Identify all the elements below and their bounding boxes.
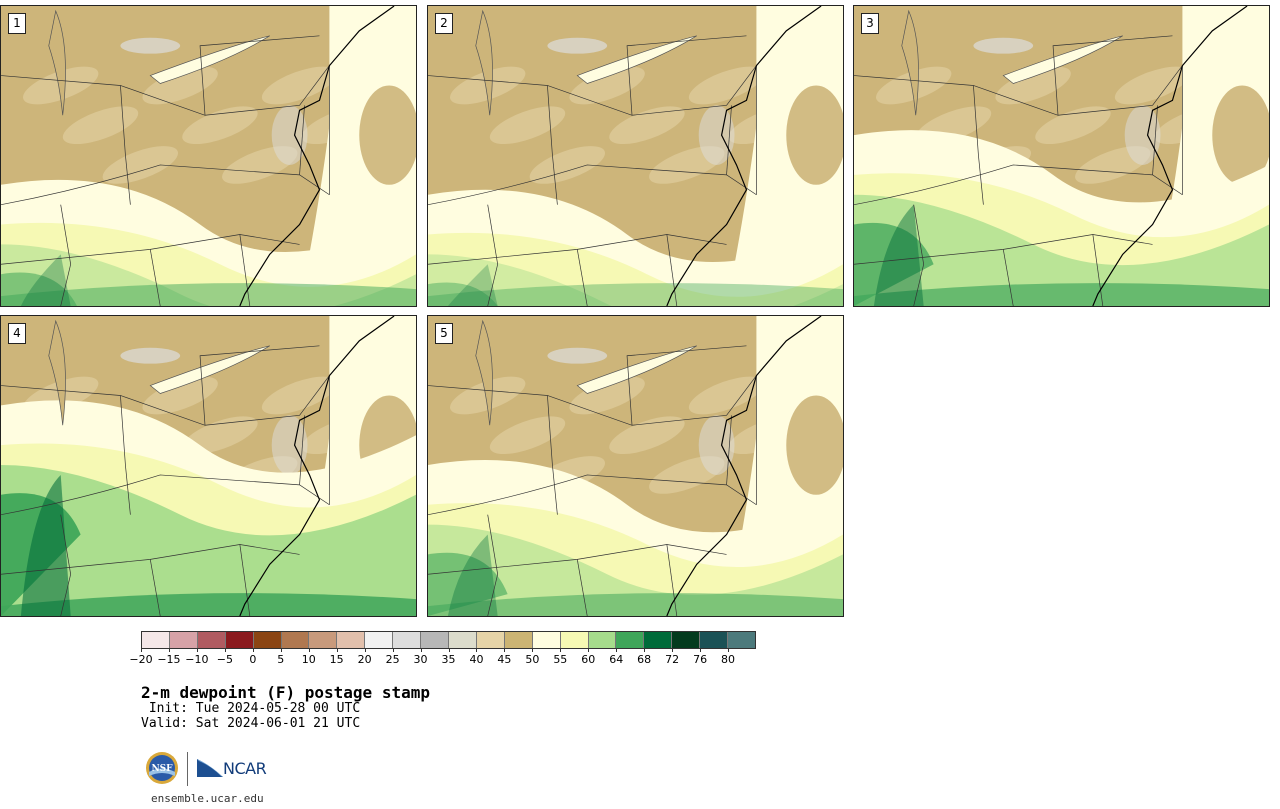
product-title: 2-m dewpoint (F) postage stamp bbox=[141, 683, 430, 702]
colorbar-tick-mark bbox=[252, 648, 254, 652]
colorbar-swatch bbox=[700, 632, 729, 648]
colorbar-tick-label: 35 bbox=[441, 653, 456, 666]
colorbar bbox=[141, 631, 756, 649]
colorbar-swatch bbox=[476, 632, 505, 648]
colorbar-tick-label: 10 bbox=[301, 653, 316, 666]
panel-label: 1 bbox=[8, 13, 26, 34]
colorbar-swatch bbox=[616, 632, 645, 648]
colorbar-swatch bbox=[169, 632, 198, 648]
colorbar-tick-label: 55 bbox=[553, 653, 568, 666]
colorbar-tick-mark bbox=[616, 648, 618, 652]
colorbar-tick-mark bbox=[336, 648, 338, 652]
colorbar-tick-label: −5 bbox=[216, 653, 233, 666]
colorbar-tick-label: 64 bbox=[609, 653, 624, 666]
colorbar-swatch bbox=[337, 632, 366, 648]
colorbar-tick-label: 40 bbox=[469, 653, 484, 666]
colorbar-tick-label: 50 bbox=[525, 653, 540, 666]
colorbar-swatch bbox=[393, 632, 422, 648]
colorbar-tick-mark bbox=[448, 648, 450, 652]
logos: NSF NCAR bbox=[145, 749, 275, 789]
stamp-panel-1: 1 bbox=[0, 5, 417, 307]
colorbar-swatch bbox=[644, 632, 673, 648]
nsf-text: NSF bbox=[151, 764, 173, 774]
colorbar-tick-mark bbox=[224, 648, 226, 652]
colorbar-tick-mark bbox=[728, 648, 730, 652]
colorbar-swatch bbox=[253, 632, 282, 648]
colorbar-tick-label: −15 bbox=[157, 653, 181, 666]
panel-label: 5 bbox=[435, 323, 453, 344]
colorbar-swatch bbox=[448, 632, 477, 648]
stamp-panel-4: 4 bbox=[0, 315, 417, 617]
colorbar-tick-mark bbox=[141, 648, 142, 652]
ncar-text: NCAR bbox=[223, 759, 267, 778]
dewpoint-map bbox=[1, 316, 416, 616]
valid-time: Valid: Sat 2024-06-01 21 UTC bbox=[141, 716, 361, 731]
colorbar-tick-label: 15 bbox=[329, 653, 344, 666]
colorbar-tick-mark bbox=[588, 648, 590, 652]
dewpoint-map bbox=[428, 316, 843, 616]
dewpoint-map bbox=[854, 6, 1269, 306]
colorbar-tick-mark bbox=[672, 648, 674, 652]
colorbar-tick-label: 68 bbox=[637, 653, 652, 666]
colorbar-tick-mark bbox=[280, 648, 282, 652]
nsf-logo-icon: NSF bbox=[146, 752, 178, 784]
site-url: ensemble.ucar.edu bbox=[151, 792, 264, 805]
colorbar-ticks: −20 −15 −10 −5 0 5 10 15 20 25 30 35 40 45 50 55 60 64 68 7… bbox=[129, 648, 756, 666]
colorbar-swatch bbox=[421, 632, 449, 648]
colorbar-swatch bbox=[309, 632, 338, 648]
colorbar-tick-label: 76 bbox=[693, 653, 708, 666]
colorbar-swatch bbox=[728, 632, 755, 648]
colorbar-tick-label: 45 bbox=[497, 653, 512, 666]
panel-label: 2 bbox=[435, 13, 453, 34]
colorbar-swatch bbox=[365, 632, 394, 648]
colorbar-tick-mark bbox=[644, 648, 646, 652]
dewpoint-map bbox=[1, 6, 416, 306]
colorbar-swatch bbox=[672, 632, 701, 648]
colorbar-swatch bbox=[560, 632, 589, 648]
panel-label: 4 bbox=[8, 323, 26, 344]
colorbar-swatch bbox=[504, 632, 533, 648]
colorbar-tick-mark bbox=[308, 648, 310, 652]
logo-divider bbox=[187, 752, 188, 786]
colorbar-tick-mark bbox=[392, 648, 394, 652]
colorbar-tick-mark bbox=[504, 648, 506, 652]
colorbar-swatch bbox=[197, 632, 226, 648]
colorbar-tick-mark bbox=[196, 648, 198, 652]
panel-label: 3 bbox=[861, 13, 879, 34]
colorbar-swatch bbox=[225, 632, 254, 648]
colorbar-tick-mark bbox=[364, 648, 366, 652]
colorbar-swatch bbox=[142, 632, 170, 648]
colorbar-tick-mark bbox=[532, 648, 534, 652]
colorbar-tick-label: −10 bbox=[185, 653, 209, 666]
colorbar-swatch bbox=[532, 632, 561, 648]
dewpoint-map bbox=[428, 6, 843, 306]
colorbar-tick-label: 60 bbox=[581, 653, 596, 666]
colorbar-tick-mark bbox=[700, 648, 702, 652]
ncar-mark-icon bbox=[197, 759, 223, 777]
colorbar-tick-label: 30 bbox=[413, 653, 428, 666]
stamp-panel-5: 5 bbox=[427, 315, 844, 617]
colorbar-swatch bbox=[588, 632, 617, 648]
colorbar-tick-mark bbox=[476, 648, 478, 652]
colorbar-tick-mark bbox=[420, 648, 422, 652]
colorbar-tick-label: 20 bbox=[357, 653, 372, 666]
colorbar-tick-mark bbox=[168, 648, 170, 652]
colorbar-tick-label: 5 bbox=[277, 653, 285, 666]
colorbar-tick-label: 25 bbox=[385, 653, 400, 666]
colorbar-tick-label: 0 bbox=[249, 653, 257, 666]
colorbar-tick-label: 80 bbox=[721, 653, 736, 666]
colorbar-tick-mark bbox=[560, 648, 562, 652]
init-time: Init: Tue 2024-05-28 00 UTC bbox=[141, 701, 361, 716]
colorbar-tick-label: 72 bbox=[665, 653, 680, 666]
colorbar-tick-label: −20 bbox=[129, 653, 153, 666]
stamp-panel-3: 3 bbox=[853, 5, 1270, 307]
colorbar-swatch bbox=[281, 632, 310, 648]
stamp-panel-2: 2 bbox=[427, 5, 844, 307]
